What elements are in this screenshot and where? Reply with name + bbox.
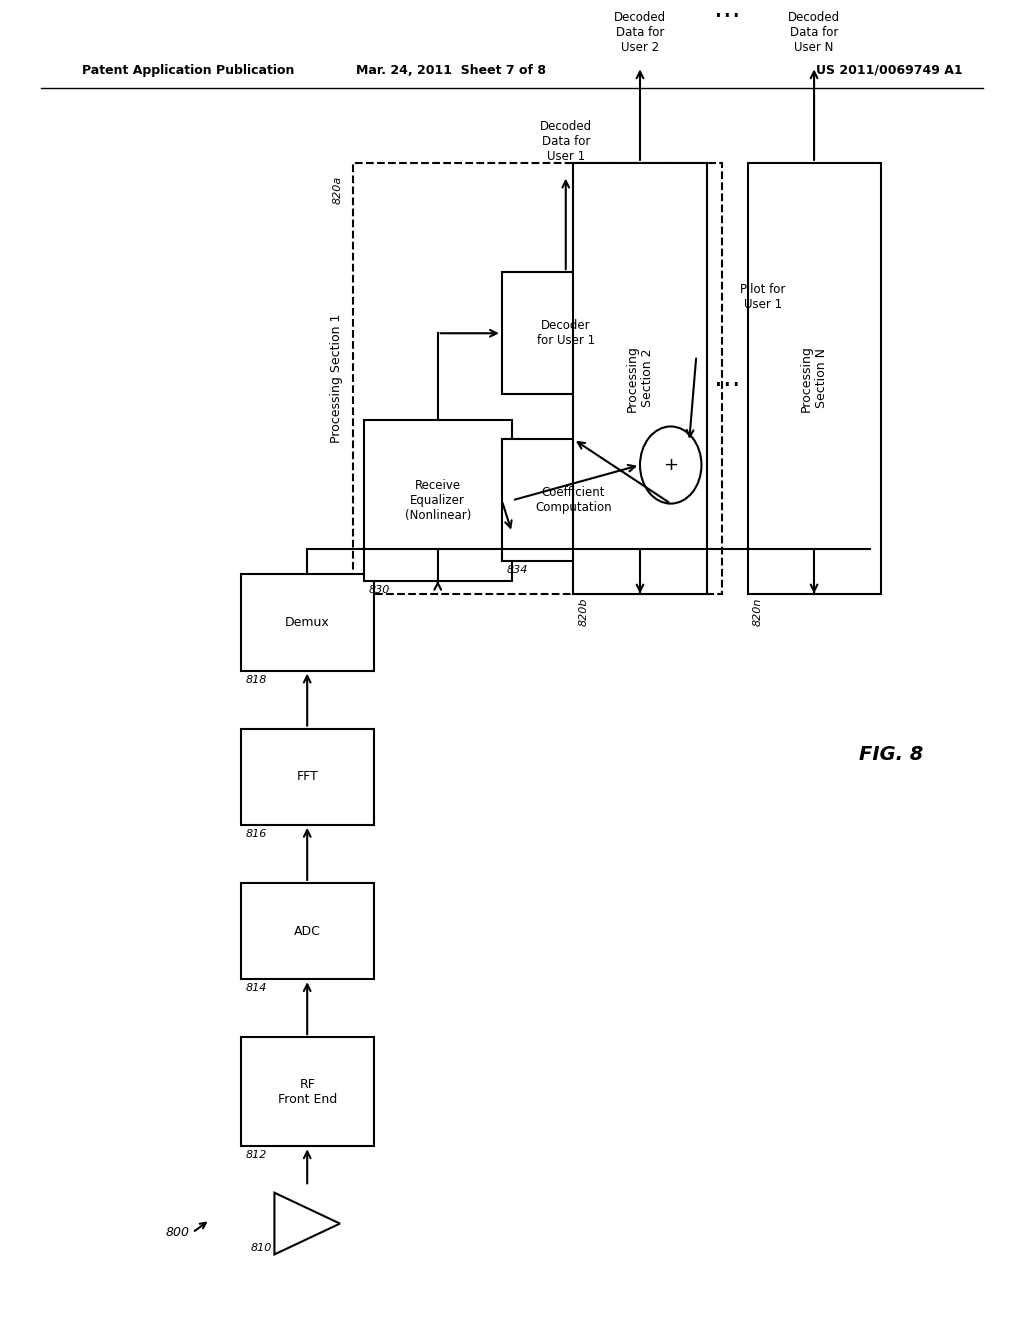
Text: 814: 814 xyxy=(246,983,267,993)
Text: Demux: Demux xyxy=(285,616,330,630)
Text: FIG. 8: FIG. 8 xyxy=(859,744,923,764)
Text: 842: 842 xyxy=(620,259,641,268)
Bar xyxy=(353,162,722,594)
Text: 820a: 820a xyxy=(333,176,343,205)
FancyBboxPatch shape xyxy=(502,440,645,561)
Text: Decoder
for User 1: Decoder for User 1 xyxy=(537,319,595,347)
Text: ...: ... xyxy=(714,364,740,392)
Text: Decoded
Data for
User 1: Decoded Data for User 1 xyxy=(540,120,592,162)
Text: RF
Front End: RF Front End xyxy=(278,1078,337,1106)
Text: Processing Section 1: Processing Section 1 xyxy=(330,314,343,444)
FancyBboxPatch shape xyxy=(502,272,630,395)
FancyBboxPatch shape xyxy=(241,1038,374,1147)
FancyBboxPatch shape xyxy=(241,883,374,979)
Text: 832: 832 xyxy=(644,411,666,420)
Text: Processing
Section N: Processing Section N xyxy=(800,345,828,412)
Text: 800: 800 xyxy=(166,1226,189,1239)
Text: Processing
Section 2: Processing Section 2 xyxy=(626,345,654,412)
FancyBboxPatch shape xyxy=(573,162,707,594)
Text: Patent Application Publication: Patent Application Publication xyxy=(82,63,294,77)
Text: +: + xyxy=(664,455,678,474)
Text: 820b: 820b xyxy=(579,598,589,626)
Text: Coefficient
Computation: Coefficient Computation xyxy=(536,486,611,515)
Text: ...: ... xyxy=(714,0,740,22)
FancyBboxPatch shape xyxy=(241,574,374,671)
Text: FFT: FFT xyxy=(296,771,318,783)
Text: 834: 834 xyxy=(507,565,528,576)
Text: Decoded
Data for
User 2: Decoded Data for User 2 xyxy=(614,11,666,54)
Text: Mar. 24, 2011  Sheet 7 of 8: Mar. 24, 2011 Sheet 7 of 8 xyxy=(355,63,546,77)
Text: US 2011/0069749 A1: US 2011/0069749 A1 xyxy=(816,63,963,77)
Text: ADC: ADC xyxy=(294,924,321,937)
Text: 812: 812 xyxy=(246,1150,267,1160)
Text: Decoded
Data for
User N: Decoded Data for User N xyxy=(788,11,840,54)
Text: Receive
Equalizer
(Nonlinear): Receive Equalizer (Nonlinear) xyxy=(404,479,471,521)
Text: 816: 816 xyxy=(246,829,267,840)
Text: 810: 810 xyxy=(251,1243,272,1253)
FancyBboxPatch shape xyxy=(364,420,512,581)
Text: 820n: 820n xyxy=(753,598,763,626)
FancyBboxPatch shape xyxy=(241,729,374,825)
Text: Pilot for
User 1: Pilot for User 1 xyxy=(740,282,785,310)
Text: 830: 830 xyxy=(369,585,390,594)
Text: 818: 818 xyxy=(246,675,267,685)
FancyBboxPatch shape xyxy=(748,162,881,594)
